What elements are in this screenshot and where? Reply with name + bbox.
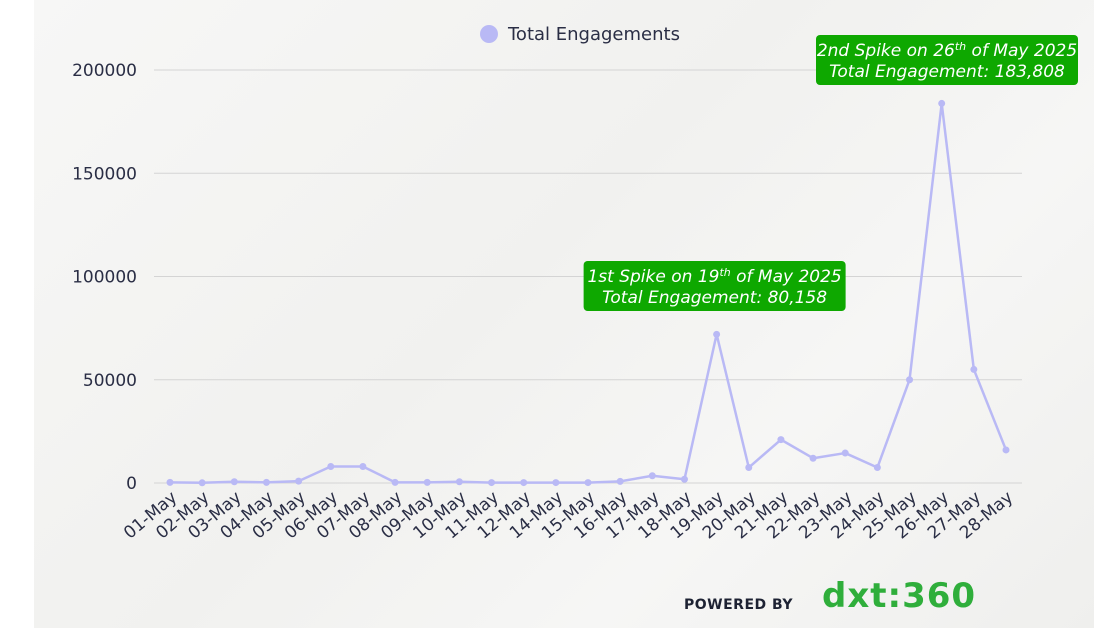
data-point — [488, 479, 496, 487]
y-tick-label: 200000 — [72, 61, 137, 81]
annotation-line1: 1st Spike on 19th of May 2025 — [587, 266, 841, 287]
data-point — [295, 477, 303, 485]
series-total-engagements — [166, 99, 1010, 487]
data-point — [552, 479, 560, 487]
data-point — [327, 462, 335, 470]
x-axis-ticks: 01-May02-May03-May04-May05-May06-May07-M… — [120, 488, 1017, 544]
data-point — [520, 479, 528, 487]
y-tick-label: 150000 — [72, 164, 137, 184]
annotation-line2: Total Engagement: 80,158 — [602, 288, 827, 308]
annotation-box — [816, 35, 1078, 85]
y-tick-label: 100000 — [72, 268, 137, 288]
data-point — [777, 436, 785, 444]
data-point — [938, 99, 946, 107]
data-point — [359, 462, 367, 470]
data-point — [1002, 446, 1010, 454]
data-point — [970, 365, 978, 373]
data-point — [455, 478, 463, 486]
legend-marker — [480, 25, 498, 43]
y-tick-label: 0 — [126, 474, 137, 494]
data-point — [809, 454, 817, 462]
annotation-line1: 2nd Spike on 26th of May 2025 — [817, 40, 1077, 61]
legend: Total Engagements — [480, 24, 680, 45]
data-point — [841, 449, 849, 457]
data-point — [230, 478, 238, 486]
powered-by-label: POWERED BY — [684, 597, 794, 613]
data-point — [713, 330, 721, 338]
data-point — [648, 472, 656, 480]
data-point — [166, 478, 174, 486]
legend-label: Total Engagements — [507, 24, 680, 45]
data-point — [616, 477, 624, 485]
data-point — [906, 376, 914, 384]
y-axis-ticks: 0 50000 100000 150000 200000 — [72, 61, 137, 494]
data-point — [873, 464, 881, 472]
data-point — [423, 478, 431, 486]
brand-logo: dxt:360 — [822, 576, 977, 616]
data-point — [198, 479, 206, 487]
y-tick-label: 50000 — [83, 371, 137, 391]
data-point — [391, 478, 399, 486]
data-point — [745, 464, 753, 472]
annotation-box — [583, 261, 846, 311]
annotation-line2: Total Engagement: 183,808 — [829, 62, 1065, 82]
data-point — [262, 478, 270, 486]
data-point — [680, 475, 688, 483]
data-point — [584, 479, 592, 487]
